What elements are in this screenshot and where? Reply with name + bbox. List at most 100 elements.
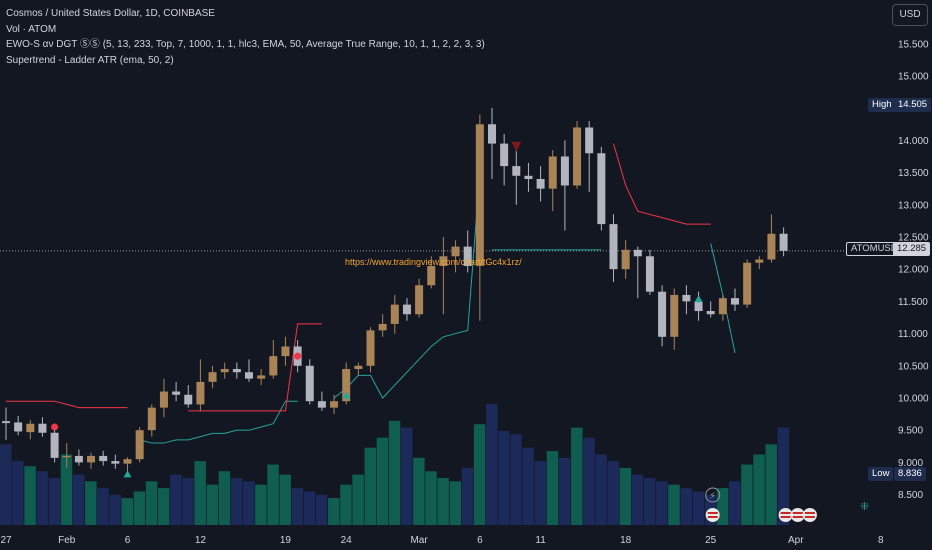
volume-bar	[267, 464, 279, 525]
volume-bar	[473, 424, 486, 525]
candle-body	[645, 256, 654, 292]
candle-body	[208, 372, 217, 382]
event-flag-stripe	[792, 516, 803, 518]
candle-body	[585, 127, 594, 154]
volume-bar	[583, 437, 595, 525]
event-flag-stripe	[792, 512, 803, 514]
volume-bar	[388, 420, 401, 525]
candle-body	[330, 401, 339, 408]
x-tick-label: 6	[477, 535, 483, 546]
volume-bar	[595, 454, 607, 525]
candle-body	[670, 294, 679, 337]
legend-supertrend: Supertrend - Ladder ATR (ema, 50, 2)	[6, 54, 174, 66]
volume-bar	[777, 427, 790, 525]
x-tick-label: 11	[535, 535, 546, 546]
volume-bar	[182, 477, 194, 525]
supertrend-line	[333, 172, 481, 399]
candle-body	[451, 246, 460, 257]
candle-body	[609, 224, 618, 270]
volume-bar	[230, 477, 243, 525]
volume-bar	[668, 484, 680, 525]
candle-body	[439, 256, 448, 266]
event-flag-stripe	[780, 512, 791, 514]
candle-body	[621, 249, 630, 270]
candle-body	[50, 432, 59, 458]
candle-body	[731, 298, 739, 305]
candle-body	[159, 391, 168, 408]
volume-bar	[607, 461, 619, 525]
volume-bar	[303, 491, 316, 525]
volume-bar	[0, 444, 12, 525]
candle-body	[718, 298, 727, 315]
legend-volume: Vol · ATOM	[6, 23, 57, 35]
volume-bar	[486, 404, 498, 525]
volume-bar	[109, 494, 121, 525]
event-flag-stripe	[804, 512, 815, 514]
candle-body	[767, 233, 776, 260]
volume-bar	[279, 474, 291, 525]
signal-triangle-up	[342, 391, 351, 399]
volume-bar	[206, 484, 219, 525]
event-lightning-glyph: ⚡	[709, 491, 716, 502]
y-tick-label: 11.000	[898, 329, 928, 340]
candle-body	[512, 166, 521, 176]
volume-bar	[291, 488, 304, 525]
volume-bar	[364, 447, 376, 525]
candle-body	[633, 249, 642, 257]
candle-body	[706, 311, 715, 315]
candle-body	[390, 304, 399, 324]
x-tick-label: Apr	[788, 535, 804, 546]
candle-body	[38, 423, 47, 433]
candle-body	[354, 365, 363, 369]
volume-bar	[643, 477, 656, 525]
candle-body	[147, 407, 156, 431]
supertrend-line	[188, 323, 322, 412]
candle-body	[488, 124, 496, 144]
volume-bar	[328, 498, 340, 525]
low-label: Low	[868, 467, 894, 481]
x-tick-label: 8	[878, 535, 884, 546]
candle-body	[135, 430, 144, 460]
chart-url-annotation: https://www.tradingview.com/chart/tGc4x1…	[345, 257, 522, 267]
y-tick-label: 10.000	[898, 393, 929, 404]
legend-ewo: EWO-S αν DGT ⓈⓈ (5, 13, 233, Top, 7, 100…	[6, 39, 485, 50]
volume-bar	[243, 481, 255, 525]
candle-body	[2, 421, 10, 424]
candle-body	[196, 381, 205, 405]
event-flag-icon	[802, 508, 817, 522]
signal-triangle-up	[694, 295, 703, 303]
volume-bar	[692, 491, 705, 525]
volume-bar	[255, 484, 267, 525]
volume-bar	[157, 488, 170, 525]
volume-bar	[12, 461, 24, 525]
candle-body	[281, 346, 290, 357]
volume-bar	[498, 430, 510, 525]
volume-bar	[413, 457, 425, 525]
volume-bar	[352, 474, 364, 525]
y-tick-label: 12.000	[898, 265, 929, 276]
volume-bar	[400, 427, 413, 525]
volume-bar	[534, 461, 547, 525]
x-tick-label: 6	[125, 535, 131, 546]
high-label: High	[868, 98, 896, 112]
event-flag-icon	[705, 508, 720, 522]
volume-bar	[48, 477, 61, 525]
candle-body	[111, 461, 120, 464]
y-tick-label: 13.500	[898, 168, 929, 179]
compare-icon[interactable]: ⁜	[860, 501, 870, 513]
candle-body	[475, 124, 484, 266]
candle-body	[220, 368, 229, 373]
volume-bar	[437, 477, 449, 525]
x-tick-label: 19	[280, 535, 292, 546]
supertrend-line	[613, 143, 711, 225]
volume-bar	[72, 474, 85, 525]
candle-body	[548, 156, 557, 189]
event-flag-icon	[778, 508, 793, 522]
candle-body	[26, 423, 35, 433]
currency-button[interactable]: USD	[892, 4, 928, 26]
volume-bar	[741, 464, 753, 525]
event-flag-stripe	[707, 512, 718, 514]
volume-bar	[425, 471, 437, 525]
volume-bar	[510, 434, 522, 525]
